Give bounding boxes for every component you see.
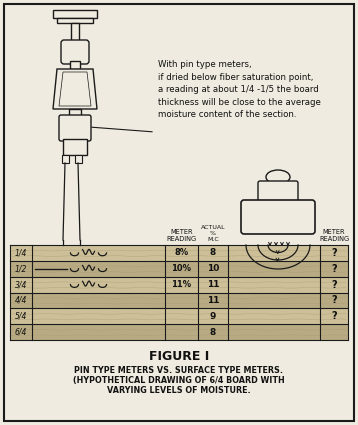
Bar [10, 324, 348, 340]
Text: 5/4: 5/4 [15, 312, 27, 321]
Text: 10%: 10% [171, 264, 192, 273]
FancyBboxPatch shape [59, 115, 91, 141]
Text: 8: 8 [210, 328, 216, 337]
FancyBboxPatch shape [258, 181, 298, 203]
Text: 11: 11 [207, 296, 219, 305]
Bar [62, 155, 69, 163]
Text: 3/4: 3/4 [15, 280, 27, 289]
Bar [69, 109, 81, 117]
FancyBboxPatch shape [241, 200, 315, 234]
Bar [10, 277, 348, 292]
Text: ?: ? [331, 248, 337, 258]
Text: With pin type meters,
if dried below fiber saturation point,
a reading at about : With pin type meters, if dried below fib… [158, 60, 321, 119]
FancyBboxPatch shape [61, 40, 89, 64]
Text: 11%: 11% [171, 280, 192, 289]
Bar [75, 155, 82, 163]
Text: 8%: 8% [174, 249, 189, 258]
Text: ACTUAL
%
M.C: ACTUAL % M.C [201, 225, 225, 242]
Text: VARYING LEVELS OF MOISTURE.: VARYING LEVELS OF MOISTURE. [107, 386, 251, 395]
Text: 4/4: 4/4 [15, 296, 27, 305]
Text: METER
READING: METER READING [166, 229, 197, 242]
Bar [10, 261, 348, 277]
Ellipse shape [266, 170, 290, 184]
Bar [53, 10, 97, 18]
Text: 1/2: 1/2 [15, 264, 27, 273]
Bar [57, 18, 93, 23]
Text: ?: ? [331, 295, 337, 306]
Text: 1/4: 1/4 [15, 249, 27, 258]
Bar [10, 292, 348, 308]
Bar [10, 245, 348, 261]
Text: FIGURE I: FIGURE I [149, 350, 209, 363]
Text: 11: 11 [207, 280, 219, 289]
Bar [70, 61, 80, 69]
Text: PIN TYPE METERS VS. SURFACE TYPE METERS.: PIN TYPE METERS VS. SURFACE TYPE METERS. [74, 366, 284, 375]
Text: ?: ? [331, 280, 337, 289]
Polygon shape [53, 69, 97, 109]
Text: 6/4: 6/4 [15, 328, 27, 337]
Text: 8: 8 [210, 249, 216, 258]
Bar [10, 308, 348, 324]
Text: (HYPOTHETICAL DRAWING OF 6/4 BOARD WITH: (HYPOTHETICAL DRAWING OF 6/4 BOARD WITH [73, 376, 285, 385]
Text: METER
READING: METER READING [319, 229, 349, 242]
Text: ?: ? [331, 311, 337, 321]
Text: 9: 9 [210, 312, 216, 321]
Text: 10: 10 [207, 264, 219, 273]
Text: ?: ? [331, 264, 337, 274]
Bar [63, 139, 87, 155]
Bar [71, 23, 79, 43]
